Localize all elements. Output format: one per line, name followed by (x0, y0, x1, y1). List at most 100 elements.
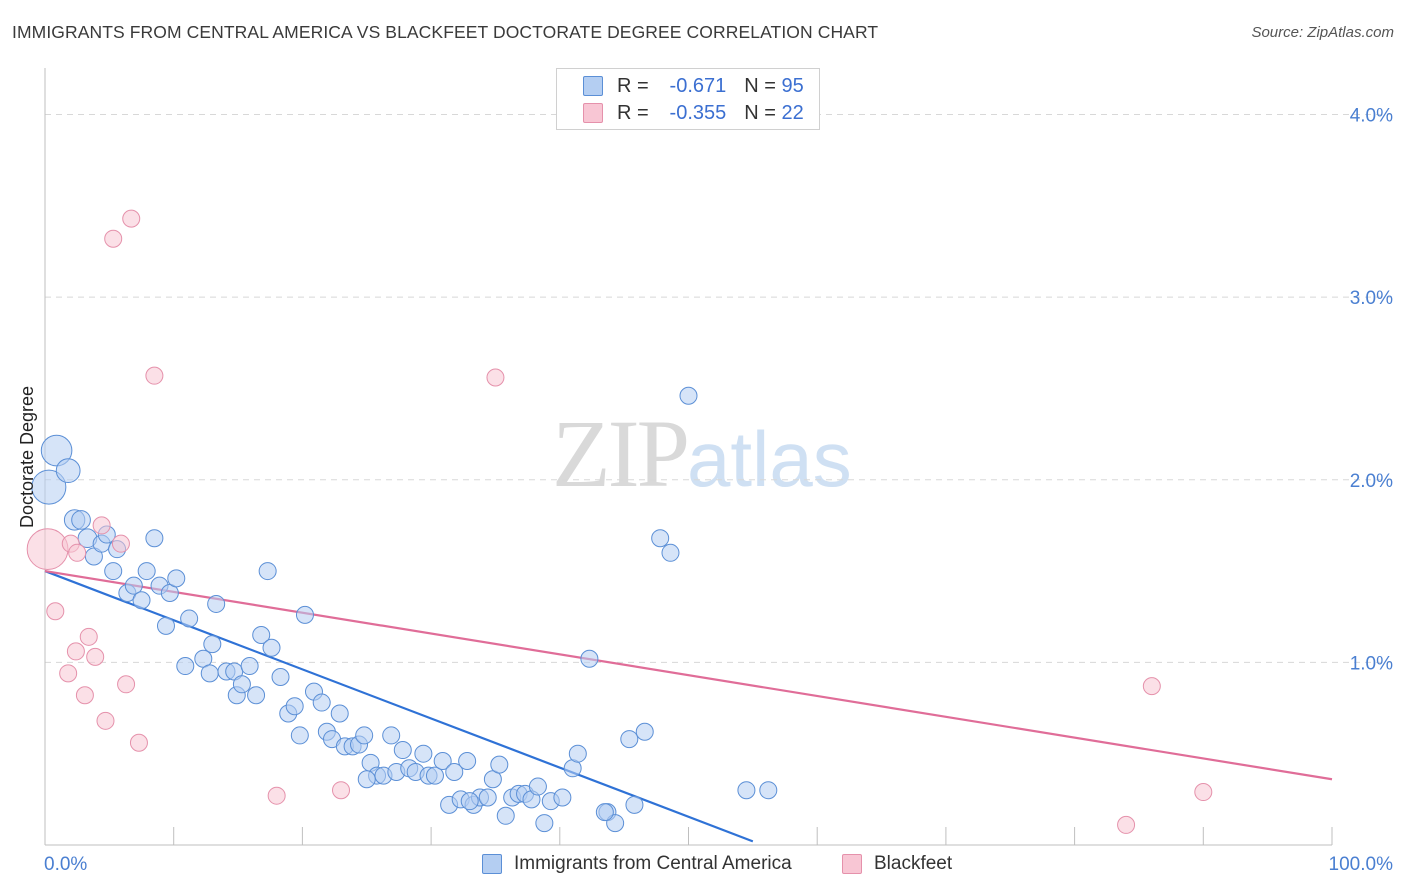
central-america-point (580, 649, 599, 668)
central-america-point (635, 722, 654, 741)
central-america-point (252, 625, 271, 644)
central-america-point (271, 667, 290, 686)
central-america-point (176, 657, 195, 676)
blackfeet-point (129, 733, 148, 752)
central-america-point (425, 766, 444, 785)
legend-n-label: N = (744, 101, 776, 124)
blackfeet-point (1142, 677, 1161, 696)
central-america-point (651, 529, 670, 548)
central-america-point (262, 638, 281, 657)
central-america-point (496, 806, 515, 825)
series-swatch-blue (482, 854, 502, 874)
correlation-legend: R = -0.671 N = 95 R = -0.355 N = 22 (556, 68, 820, 130)
legend-r-value: -0.671 (669, 74, 727, 97)
central-america-point (290, 726, 309, 745)
blackfeet-point (79, 627, 98, 646)
central-america-point (357, 770, 376, 789)
x-tick-label: 100.0% (1329, 854, 1394, 875)
central-america-point (393, 741, 412, 760)
central-america-point (180, 609, 199, 628)
central-america-point (433, 751, 452, 770)
blackfeet-point (111, 534, 130, 553)
grid-lines (45, 114, 1392, 663)
chart-title: IMMIGRANTS FROM CENTRAL AMERICA VS BLACK… (12, 22, 879, 42)
central-america-point (595, 803, 614, 822)
central-america-point (145, 529, 164, 548)
central-america-point (445, 762, 464, 781)
y-tick-label: 4.0% (1350, 106, 1393, 127)
central-america-point (207, 594, 226, 613)
blackfeet-point (122, 209, 141, 228)
central-america-point (203, 635, 222, 654)
blackfeet-point (26, 528, 69, 571)
series-legend-blackfeet: Blackfeet (842, 852, 952, 876)
blackfeet-point (46, 602, 65, 621)
legend-r-label: R = (617, 74, 649, 97)
blackfeet-point (96, 711, 115, 730)
central-america-point (71, 510, 91, 530)
central-america-point (104, 562, 123, 581)
central-america-point (132, 591, 151, 610)
data-points (26, 209, 1213, 834)
blackfeet-point (145, 366, 164, 385)
series-label: Blackfeet (874, 853, 953, 874)
blackfeet-point (486, 368, 505, 387)
blackfeet-point (104, 229, 123, 248)
series-label: Immigrants from Central America (514, 853, 792, 874)
blackfeet-point (117, 675, 136, 694)
blackfeet-point (267, 786, 286, 805)
watermark-atlas: atlas (687, 415, 852, 503)
y-tick-label: 1.0% (1350, 653, 1393, 674)
tick-labels: 1.0% 2.0% 3.0% 4.0% 0.0% 100.0% Doctorate Degr… (17, 106, 1393, 875)
central-america-point (679, 386, 698, 405)
central-america-point (330, 704, 349, 723)
central-america-point (382, 726, 401, 745)
central-america-point (528, 777, 547, 796)
blackfeet-point (68, 543, 87, 562)
central-america-point (625, 795, 644, 814)
legend-swatch-pink (583, 103, 603, 123)
legend-r-label: R = (617, 101, 649, 124)
series-swatch-pink (842, 854, 862, 874)
central-america-point (490, 755, 509, 774)
legend-r-value: -0.355 (669, 101, 727, 124)
watermark-zip: ZIP (552, 400, 690, 507)
central-america-point (285, 697, 304, 716)
central-america-point (460, 792, 479, 811)
blackfeet-point (86, 647, 105, 666)
blackfeet-point (332, 781, 351, 800)
watermark: ZIPatlas (552, 398, 852, 509)
central-america-point (167, 569, 186, 588)
legend-n-value: 95 (781, 74, 804, 97)
central-america-point (535, 814, 554, 833)
legend-row-central-america: R = -0.671 N = 95 (583, 73, 804, 99)
central-america-point (247, 686, 266, 705)
blackfeet-point (1194, 783, 1213, 802)
y-tick-label: 2.0% (1350, 471, 1393, 492)
central-america-point (355, 726, 374, 745)
central-america-point (240, 657, 259, 676)
blackfeet-point (66, 642, 85, 661)
central-america-point (478, 788, 497, 807)
blackfeet-point (92, 516, 111, 535)
axes (44, 68, 1333, 846)
series-legend-central-america: Immigrants from Central America (482, 852, 792, 876)
blackfeet-point (1117, 815, 1136, 834)
central-america-point (458, 751, 477, 770)
blackfeet-point (75, 686, 94, 705)
central-america-point (156, 616, 175, 635)
central-america-point (31, 469, 67, 505)
central-america-point (661, 543, 680, 562)
central-america-point (232, 675, 251, 694)
central-america-point (55, 458, 81, 484)
legend-row-blackfeet: R = -0.355 N = 22 (583, 100, 804, 126)
central-america-point (295, 605, 314, 624)
central-america-point (137, 562, 156, 581)
central-america-point (40, 434, 73, 467)
central-america-point (606, 814, 625, 833)
central-america-point (414, 744, 433, 763)
blackfeet-point (59, 664, 78, 683)
source-credit: Source: ZipAtlas.com (1251, 24, 1394, 41)
central-america-point (737, 781, 756, 800)
